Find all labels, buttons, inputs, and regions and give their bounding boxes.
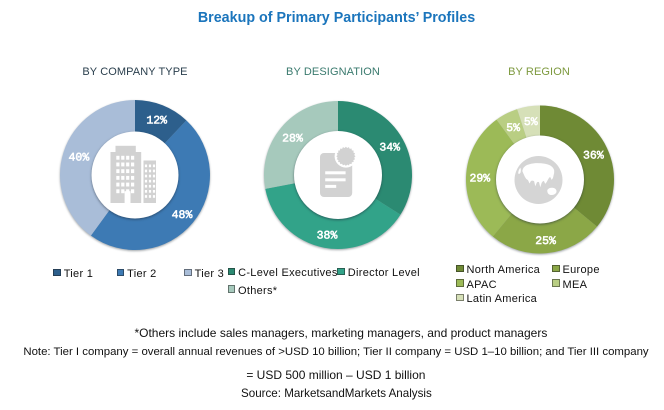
- svg-text:48%: 48%: [172, 209, 193, 222]
- svg-text:25%: 25%: [535, 235, 556, 248]
- svg-text:12%: 12%: [146, 115, 167, 128]
- svg-text:40%: 40%: [69, 152, 90, 165]
- svg-text:28%: 28%: [282, 132, 303, 145]
- svg-text:5%: 5%: [524, 116, 538, 129]
- svg-text:38%: 38%: [317, 230, 338, 243]
- svg-text:5%: 5%: [506, 122, 520, 135]
- svg-text:29%: 29%: [469, 173, 490, 186]
- svg-text:34%: 34%: [379, 142, 400, 155]
- svg-text:36%: 36%: [583, 149, 604, 162]
